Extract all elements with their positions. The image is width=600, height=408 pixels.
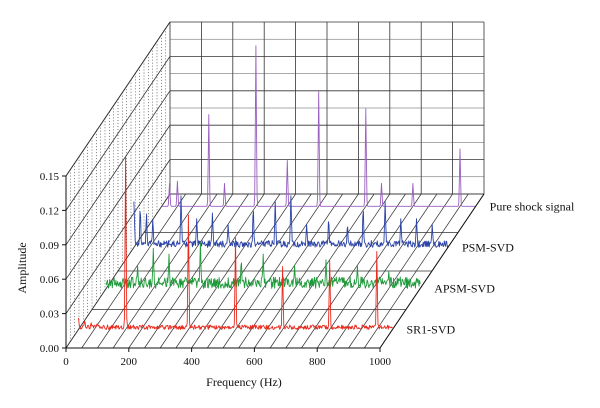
x-tick-label: 0 — [63, 356, 69, 368]
y-tick-label: 0.03 — [40, 309, 60, 321]
y-tick-label: 0.15 — [40, 171, 60, 183]
left-wall-depth-line — [65, 56, 171, 211]
y-tick-label: 0.09 — [40, 240, 60, 252]
x-tick-label: 1000 — [369, 356, 392, 368]
y-tick-label: 0.12 — [40, 205, 59, 217]
x-tick-label: 600 — [246, 356, 263, 368]
series-line — [161, 45, 476, 207]
axes-layer: 0.00 0.03 0.06 0.09 0.12 0.15 0 200 400 600 800 100… — [40, 171, 485, 368]
left-wall-depth-line — [65, 90, 171, 246]
grid-layer — [65, 21, 485, 349]
series-layer: Pure shock signal PSM-SVD APSM-SVD SR1-SVD — [78, 45, 575, 337]
y-tick-label: 0.06 — [40, 274, 60, 286]
left-wall-depth-line — [65, 124, 171, 280]
x-tick-label: 800 — [309, 356, 326, 368]
series-label: Pure shock signal — [490, 199, 575, 213]
series-label: SR1-SVD — [406, 323, 455, 337]
x-tick-label: 400 — [183, 356, 200, 368]
series-line — [105, 242, 421, 289]
series-line — [133, 195, 449, 248]
series-label: PSM-SVD — [462, 240, 514, 254]
y-tick-label: 0.00 — [40, 343, 60, 355]
series-line — [78, 157, 393, 330]
y-axis-label: Amplitude — [15, 242, 29, 293]
series-label: APSM-SVD — [434, 281, 495, 295]
x-tick-label: 200 — [121, 356, 138, 368]
left-wall-depth-line — [65, 159, 171, 314]
floor-right-edge — [379, 193, 485, 349]
x-axis-label: Frequency (Hz) — [206, 375, 282, 389]
left-wall-top-edge — [65, 21, 171, 177]
